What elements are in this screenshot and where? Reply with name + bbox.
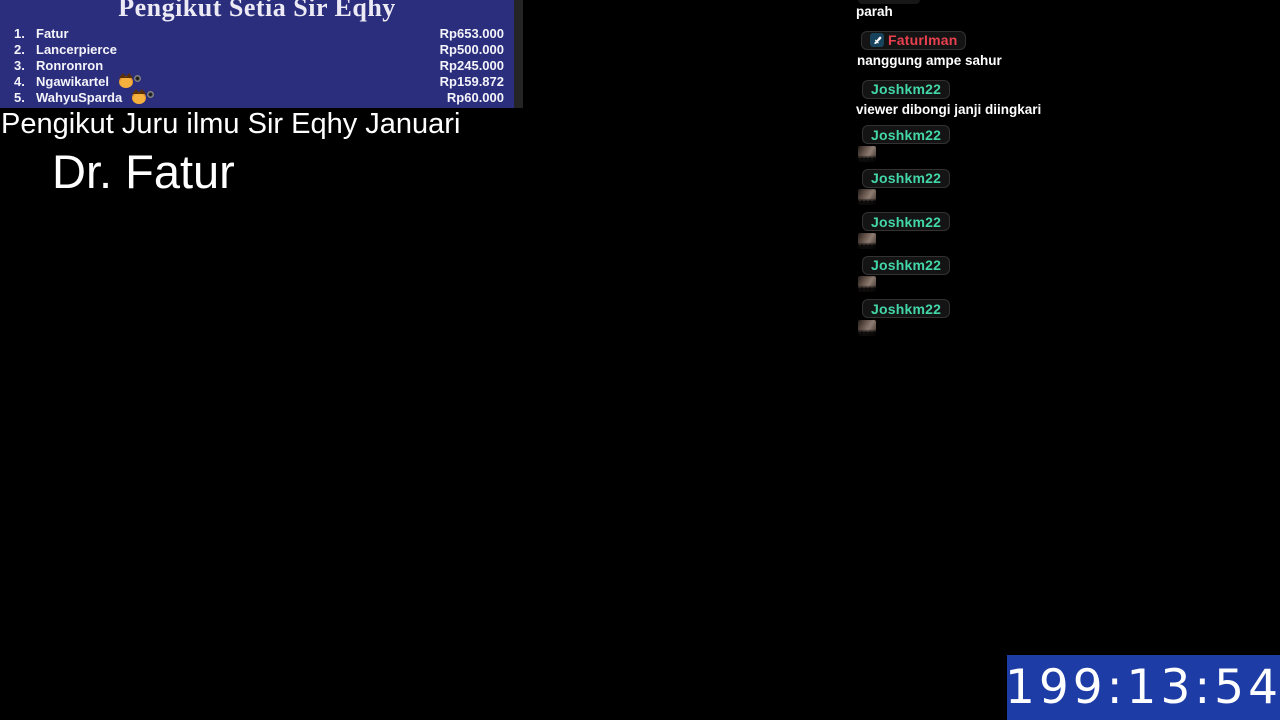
fox-disc-emote-icon bbox=[118, 72, 141, 88]
leaderboard-row: 5. WahyuSparda Rp60.000 bbox=[14, 88, 504, 106]
stream-timer: 199:13:54 bbox=[1005, 655, 1280, 720]
supporter-name: Fatur bbox=[36, 25, 69, 41]
disc-emote-icon bbox=[147, 91, 155, 99]
donation-amount: Rp159.872 bbox=[439, 74, 504, 90]
leaderboard-row: 3. Ronronron Rp245.000 bbox=[14, 58, 504, 73]
chat-emote-image[interactable] bbox=[858, 319, 876, 336]
chat-message-text: nanggung ampe sahur bbox=[857, 52, 1002, 68]
chat-username-pill[interactable]: Joshkm22 bbox=[862, 299, 951, 319]
subscriber-subtitle: Pengikut Juru ilmu Sir Eqhy Januari bbox=[1, 108, 461, 140]
fox-disc-emote-icon bbox=[132, 88, 155, 104]
leaderboard-title: Pengikut Setia Sir Eqhy bbox=[118, 0, 396, 22]
supporter-name: Ronronron bbox=[36, 57, 104, 73]
leaderboard-rows: 1. Fatur Rp653.000 2. Lancerpierce Rp500… bbox=[0, 25, 514, 106]
chat-username: FaturIman bbox=[888, 32, 958, 49]
donation-amount: Rp245.000 bbox=[439, 57, 504, 73]
leaderboard-row-left: 4. Ngawikartel bbox=[14, 72, 141, 90]
chat-message: Joshkm22 bbox=[856, 168, 1056, 206]
rank-label: 2. bbox=[14, 41, 25, 57]
chat-message-text: viewer dibongi janji diingkari bbox=[856, 102, 1042, 118]
chat-username-pill[interactable]: Joshkm22 bbox=[862, 255, 951, 275]
chat-emote-image[interactable] bbox=[858, 145, 876, 162]
chat-username: Joshkm22 bbox=[871, 81, 942, 98]
chat-message: Joshkm22 bbox=[856, 299, 1056, 336]
donation-amount: Rp653.000 bbox=[439, 25, 504, 41]
chat-username-pill[interactable]: FaturIman bbox=[861, 30, 967, 50]
panel-edge-strip bbox=[514, 0, 523, 108]
leaderboard-row: 1. Fatur Rp653.000 bbox=[14, 26, 504, 41]
chat-message: viewer dibongi janji diingkari bbox=[856, 102, 1056, 118]
donation-amount: Rp60.000 bbox=[446, 90, 504, 106]
chat-message: Joshkm22 bbox=[856, 255, 1056, 293]
moderator-sword-icon bbox=[870, 33, 884, 48]
supporter-name: WahyuSparda bbox=[36, 90, 123, 106]
leaderboard-row-left: 1. Fatur bbox=[14, 26, 69, 41]
chat-username-pill-clipped[interactable] bbox=[858, 0, 920, 4]
chat-username: Joshkm22 bbox=[871, 257, 942, 274]
fox-emote-icon bbox=[132, 88, 147, 104]
chat-username-pill[interactable]: Joshkm22 bbox=[862, 168, 951, 188]
leaderboard-row-left: 2. Lancerpierce bbox=[14, 42, 117, 57]
chat-message: nanggung ampe sahur bbox=[857, 52, 1056, 69]
chat-overlay: parah FaturIman nanggung ampe sahur Josh… bbox=[856, 0, 1056, 336]
rank-label: 5. bbox=[14, 90, 25, 106]
leaderboard-row-left: 5. WahyuSparda bbox=[14, 88, 155, 106]
chat-username: Joshkm22 bbox=[871, 126, 942, 143]
chat-message: parah bbox=[856, 4, 1056, 20]
leaderboard-row: 4. Ngawikartel Rp159.872 bbox=[14, 72, 504, 90]
chat-username-pill[interactable]: Joshkm22 bbox=[862, 212, 951, 232]
chat-message: Joshkm22 bbox=[856, 125, 1056, 162]
disc-emote-icon bbox=[133, 75, 141, 83]
featured-subscriber-name: Dr. Fatur bbox=[52, 145, 235, 198]
chat-emote-image[interactable] bbox=[858, 232, 876, 249]
leaderboard-panel: Pengikut Setia Sir Eqhy 1. Fatur Rp653.0… bbox=[0, 0, 514, 108]
chat-username: Joshkm22 bbox=[871, 170, 942, 187]
supporter-name: Lancerpierce bbox=[36, 41, 117, 57]
chat-message: Joshkm22 bbox=[856, 212, 1056, 249]
leaderboard-row-left: 3. Ronronron bbox=[14, 58, 103, 73]
leaderboard-row: 2. Lancerpierce Rp500.000 bbox=[14, 42, 504, 57]
chat-emote-image[interactable] bbox=[858, 276, 876, 293]
chat-message-text: parah bbox=[856, 4, 893, 19]
chat-emote-image[interactable] bbox=[858, 189, 876, 206]
rank-label: 4. bbox=[14, 74, 25, 90]
rank-label: 1. bbox=[14, 25, 25, 41]
chat-username: Joshkm22 bbox=[871, 300, 942, 317]
supporter-name: Ngawikartel bbox=[36, 74, 109, 90]
fox-emote-icon bbox=[118, 72, 133, 88]
rank-label: 3. bbox=[14, 57, 25, 73]
chat-username: Joshkm22 bbox=[871, 213, 942, 230]
donation-amount: Rp500.000 bbox=[439, 41, 504, 57]
chat-username-pill[interactable]: Joshkm22 bbox=[862, 125, 951, 145]
chat-username-pill[interactable]: Joshkm22 bbox=[862, 79, 951, 99]
